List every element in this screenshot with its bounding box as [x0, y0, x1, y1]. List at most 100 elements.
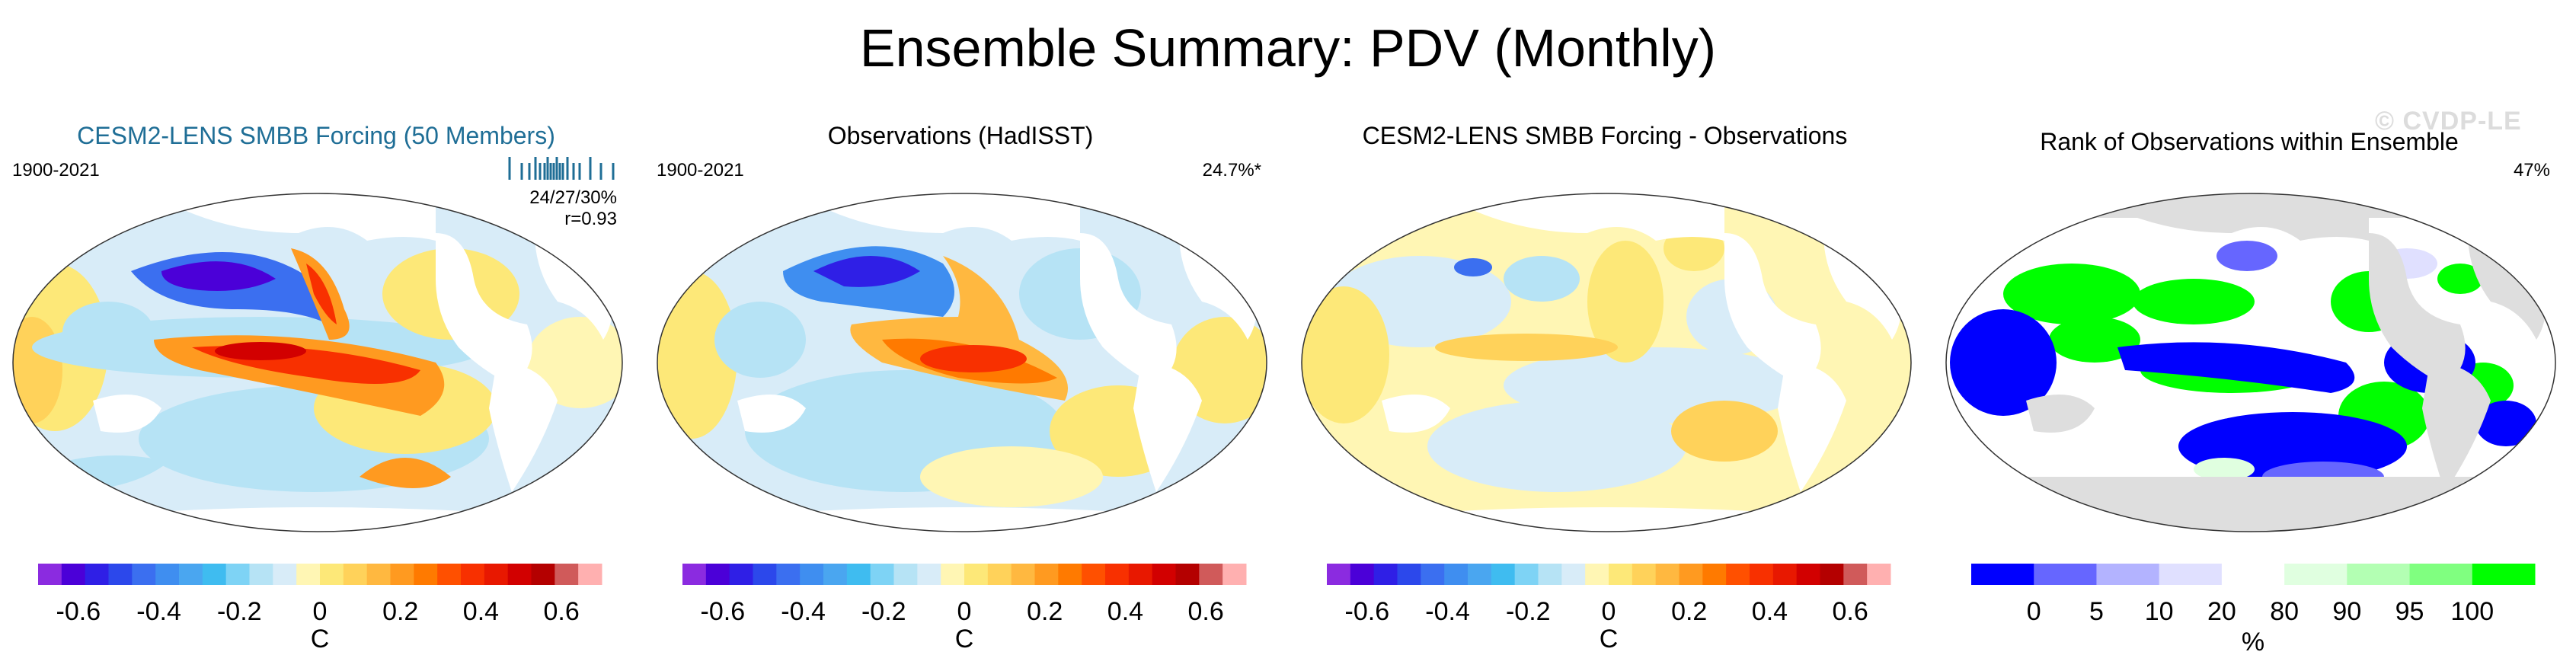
colorbar-tick-label: 0.4: [463, 597, 499, 626]
colorbar-swatch: [987, 564, 1012, 585]
colorbar-tick-label: -0.4: [781, 597, 826, 626]
colorbar-tick-label: 0.6: [1833, 597, 1868, 626]
colorbar-swatch: [917, 564, 941, 585]
map-difference: [1301, 193, 1912, 532]
colorbar-swatch: [1867, 564, 1891, 585]
colorbar-swatch: [2221, 564, 2285, 585]
colorbar-swatch: [85, 564, 109, 585]
colorbar-swatch: [225, 564, 250, 585]
colorbar-tick-label: -0.6: [56, 597, 101, 626]
colorbar-unit: C: [955, 625, 974, 653]
colorbar-swatch: [1082, 564, 1106, 585]
member-spread-ticks: [508, 157, 615, 180]
panel-difference: CESM2-LENS SMBB Forcing - Observations: [1289, 114, 1921, 671]
colorbar-unit: C: [311, 625, 330, 653]
colorbar-swatch: [414, 564, 438, 585]
colorbar-tick-label: 0: [957, 597, 972, 626]
correlation-stat: r=0.93: [564, 209, 617, 229]
colorbar-rank: 0 5 10 20 80 90 95 100%: [1971, 564, 2536, 657]
colorbar-swatch: [1772, 564, 1798, 585]
colorbar-swatch: [61, 564, 86, 585]
colorbar-swatch: [108, 564, 133, 585]
colorbar-swatch: [941, 564, 965, 585]
colorbar-swatch: [1561, 564, 1586, 585]
period-label: 1900-2021: [657, 160, 744, 181]
colorbar-tick-label: -0.6: [1345, 597, 1390, 626]
colorbar-swatch: [1679, 564, 1703, 585]
colorbar-swatch: [461, 564, 485, 585]
colorbar-swatch: [2096, 564, 2160, 585]
colorbar-swatch: [823, 564, 848, 585]
colorbar-swatch: [1702, 564, 1727, 585]
colorbar-swatch: [531, 564, 555, 585]
colorbar-swatch: [1397, 564, 1421, 585]
colorbar-swatch: [2409, 564, 2473, 585]
colorbar-swatch: [1421, 564, 1445, 585]
colorbar-tick-label: 0.6: [544, 597, 580, 626]
colorbar-swatch: [1105, 564, 1130, 585]
colorbar-swatch: [1175, 564, 1200, 585]
map-rank: [1945, 193, 2556, 532]
colorbar-swatch: [1152, 564, 1176, 585]
colorbar-swatch: [366, 564, 391, 585]
colorbar-tick-label: 0: [1602, 597, 1616, 626]
panel-observations: Observations (HadISST) 1900-2021 24.7%*: [644, 114, 1277, 671]
colorbar-swatch: [132, 564, 156, 585]
colorbar-swatch: [1468, 564, 1492, 585]
colorbar-tick-label: -0.4: [1425, 597, 1470, 626]
map-observations: [657, 193, 1267, 532]
colorbar-swatch: [578, 564, 602, 585]
colorbar-swatch: [705, 564, 730, 585]
colorbar-swatch: [273, 564, 297, 585]
colorbar-swatch: [1199, 564, 1223, 585]
colorbar-tick-label: 0.2: [382, 597, 418, 626]
colorbar-tick-label: 0: [2027, 597, 2041, 626]
colorbar-swatch: [1609, 564, 1633, 585]
colorbar-swatch: [179, 564, 203, 585]
colorbar-swatch: [484, 564, 509, 585]
colorbar-swatch: [2034, 564, 2097, 585]
colorbar-swatch: [964, 564, 989, 585]
rank-pct: 47%: [2513, 160, 2550, 181]
colorbar-swatch: [776, 564, 801, 585]
colorbar-tick-label: 80: [2270, 597, 2299, 626]
colorbar-swatch: [1444, 564, 1469, 585]
colorbar-tick-label: 0.4: [1107, 597, 1143, 626]
colorbar-swatch: [155, 564, 180, 585]
colorbar-swatch: [555, 564, 579, 585]
colorbar-unit: %: [2242, 628, 2264, 657]
colorbar-tick-label: 0: [313, 597, 328, 626]
colorbar-swatch: [507, 564, 532, 585]
colorbar-swatch: [2284, 564, 2347, 585]
colorbar-swatch: [249, 564, 273, 585]
colorbar-tick-label: 10: [2145, 597, 2174, 626]
colorbar-swatch: [1538, 564, 1562, 585]
period-label: 1900-2021: [12, 160, 100, 181]
colorbar-swatch: [729, 564, 753, 585]
colorbar-tick-label: -0.2: [1506, 597, 1551, 626]
colorbar-swatch: [1327, 564, 1351, 585]
colorbar-swatch: [1011, 564, 1035, 585]
panel-title: Observations (HadISST): [827, 122, 1094, 149]
colorbar-observations: -0.6 -0.4 -0.2 0 0.2 0.4 0.6 C: [682, 564, 1247, 653]
colorbar-tick-label: 5: [2089, 597, 2104, 626]
colorbar-ensemble: -0.6 -0.4 -0.2 0 0.2 0.4 0.6 C: [38, 564, 602, 653]
colorbar-swatch: [2347, 564, 2411, 585]
colorbar-swatch: [753, 564, 777, 585]
colorbar-swatch: [296, 564, 321, 585]
colorbar-swatch: [1971, 564, 2034, 585]
colorbar-swatch: [1491, 564, 1516, 585]
colorbar-unit: C: [1600, 625, 1619, 653]
colorbar-swatch: [2159, 564, 2223, 585]
colorbar-swatch: [893, 564, 918, 585]
colorbar-swatch: [1058, 564, 1082, 585]
map-ensemble: [12, 193, 623, 532]
colorbar-tick-label: 0.6: [1188, 597, 1224, 626]
colorbar-tick-label: 0.2: [1671, 597, 1707, 626]
main-title: Ensemble Summary: PDV (Monthly): [859, 18, 1717, 78]
colorbar-swatch: [1843, 564, 1868, 585]
colorbar-swatch: [682, 564, 707, 585]
colorbar-swatch: [38, 564, 62, 585]
panel-rank: Rank of Observations within Ensemble 47%: [1933, 114, 2565, 671]
colorbar-swatch: [2472, 564, 2536, 585]
